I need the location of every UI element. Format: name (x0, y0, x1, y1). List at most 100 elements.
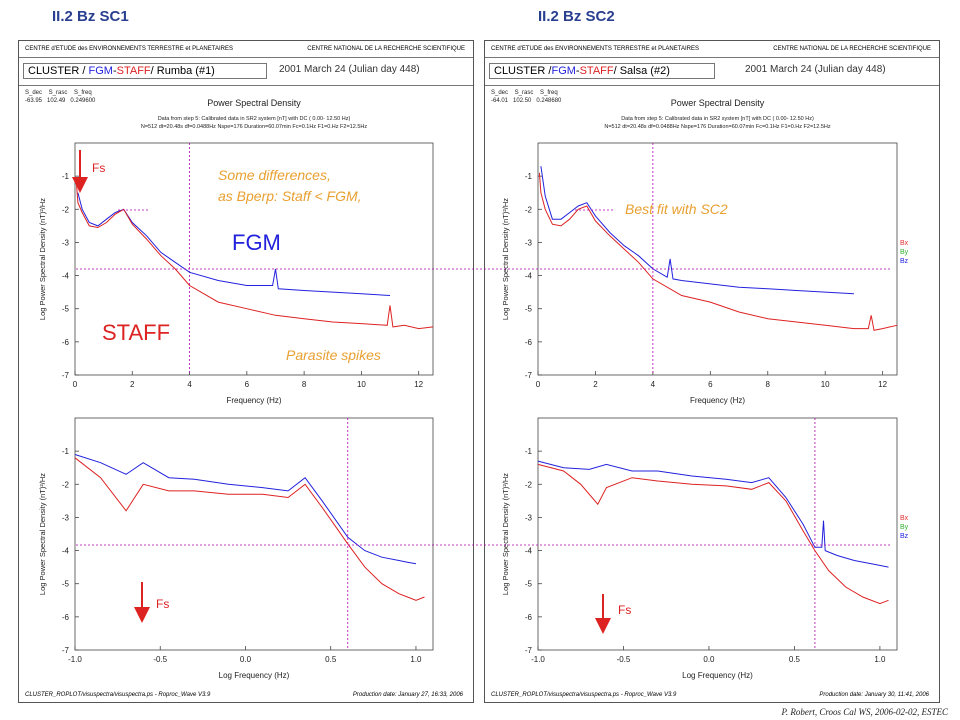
y-tick-label: -3 (525, 513, 533, 522)
y-tick-label: -7 (525, 371, 533, 380)
y-tick-label: -7 (525, 646, 533, 655)
plot-frame (537, 417, 898, 651)
psd-plot-3: Power Spectral Density Data from step 5: … (501, 98, 909, 405)
x-tick-label: 1.0 (874, 655, 886, 664)
mission-suffix: / Rumba (#1) (150, 65, 215, 77)
fs-annotation-sc1-bottom: Fs (156, 597, 169, 611)
x-axis-label: Frequency (Hz) (226, 396, 281, 405)
header-right: CENTRE NATIONAL DE LA RECHERCHE SCIENTIF… (773, 46, 931, 52)
x-tick-label: -1.0 (531, 655, 545, 664)
y-tick-label: -5 (525, 305, 533, 314)
x-tick-label: 0 (73, 380, 78, 389)
series-line-fgm (540, 166, 854, 295)
fs-annotation-sc1-top: Fs (92, 161, 105, 175)
mission-suffix: / Salsa (#2) (613, 65, 670, 77)
panel-header: CENTRE d'ETUDE des ENVIRONNEMENTS TERRES… (485, 41, 939, 58)
series-line-staff (75, 182, 434, 330)
psd-plot-2: -7 -6 -5 -4 -3 -2 -1 -1.0 -0.5 0.0 0.5 1.0 Log Frequ… (38, 417, 434, 680)
x-tick-label: 1.0 (410, 655, 422, 664)
x-tick-label: 4 (187, 380, 192, 389)
x-axis-label: Log Frequency (Hz) (219, 671, 290, 680)
series-line-staff (74, 457, 425, 601)
y-tick-label: -5 (62, 580, 70, 589)
x-axis-label: Log Frequency (Hz) (682, 671, 753, 680)
x-tick-label: -1.0 (68, 655, 82, 664)
x-tick-label: 2 (593, 380, 598, 389)
y-tick-label: -3 (525, 238, 533, 247)
y-tick-label: -3 (62, 513, 70, 522)
x-tick-label: 0 (536, 380, 541, 389)
y-tick-label: -1 (62, 172, 70, 181)
footer-right: Production date: January 30, 11:41, 2006 (819, 692, 929, 698)
y-tick-label: -6 (525, 613, 533, 622)
plot-info-line-2: N=512 dt=20.48s df=0.0488Hz Nspe=176 Dur… (604, 124, 831, 130)
legend-item-bz: Bz (900, 258, 909, 265)
panel-header: CENTRE d'ETUDE des ENVIRONNEMENTS TERRES… (19, 41, 473, 58)
y-tick-label: -7 (62, 371, 70, 380)
y-tick-label: -2 (62, 205, 70, 214)
x-tick-label: 2 (130, 380, 135, 389)
mission-dash: - (575, 65, 580, 77)
legend-item-by: By (900, 249, 909, 256)
y-axis-label: Log Power Spectral Density (nT)²/Hz (501, 473, 510, 595)
mission-fgm: FGM (551, 65, 576, 77)
some-differences-label: Some differences, (218, 167, 331, 183)
plot-title: Power Spectral Density (207, 98, 301, 108)
x-tick-label: 6 (245, 380, 250, 389)
y-tick-label: -2 (525, 480, 533, 489)
y-tick-label: -4 (525, 547, 533, 556)
footer-right: Production date: January 27, 16:33, 2006 (352, 692, 463, 698)
y-tick-label: -7 (62, 646, 70, 655)
x-tick-label: 10 (357, 380, 366, 389)
mission-staff: STAFF (579, 65, 614, 77)
mission-fgm: FGM (88, 65, 113, 77)
x-tick-label: -0.5 (153, 655, 167, 664)
y-tick-label: -1 (525, 447, 533, 456)
y-tick-label: -1 (525, 172, 533, 181)
fgm-big-label: FGM (232, 230, 281, 255)
footer-left: CLUSTER_ROPLOT/visuspectra/visuspectra.p… (25, 692, 211, 698)
legend-item-bx: Bx (900, 515, 909, 522)
parasite-spikes-label: Parasite spikes (286, 347, 381, 363)
x-tick-label: 8 (302, 380, 307, 389)
header-left: CENTRE d'ETUDE des ENVIRONNEMENTS TERRES… (491, 46, 699, 52)
legend-item-by: By (900, 524, 909, 531)
y-tick-label: -5 (62, 305, 70, 314)
best-fit-label: Best fit with SC2 (625, 201, 728, 217)
x-tick-label: 4 (651, 380, 656, 389)
plot-info-line-1: Data from step 5: Calibrated data in SR2… (158, 116, 351, 122)
date-label: 2001 March 24 (Julian day 448) (745, 64, 886, 75)
x-tick-label: 0.5 (789, 655, 801, 664)
mission-dash: - (112, 65, 117, 77)
y-tick-label: -4 (62, 272, 70, 281)
footer-left: CLUSTER_ROPLOT/visuspectra/visuspectra.p… (491, 692, 677, 698)
plot-frame (74, 417, 434, 651)
plot-info-line-2: N=512 dt=20.48s df=0.0488Hz Nspe=176 Dur… (141, 124, 368, 130)
x-tick-label: 12 (414, 380, 423, 389)
staff-big-label: STAFF (102, 320, 170, 345)
mission-prefix: CLUSTER / (28, 65, 89, 77)
y-tick-label: -2 (62, 480, 70, 489)
y-axis-label: Log Power Spectral Density (nT)²/Hz (38, 198, 47, 320)
x-tick-label: 10 (821, 380, 830, 389)
params-block: S_dec S_rasc S_freq -64.01 102.50 0.2486… (491, 89, 561, 105)
x-tick-label: 0.0 (240, 655, 252, 664)
plot-title: Power Spectral Density (671, 98, 765, 108)
plot-frame (537, 142, 898, 376)
x-tick-label: 12 (878, 380, 887, 389)
report-panel-sc1: CENTRE d'ETUDE des ENVIRONNEMENTS TERRES… (18, 40, 474, 703)
plot-info-line-1: Data from step 5: Calibrated data in SR2… (621, 116, 814, 122)
slide-title-right: II.2 Bz SC2 (538, 8, 615, 25)
y-tick-label: -6 (62, 613, 70, 622)
series-line-staff (538, 172, 898, 331)
x-tick-label: 0.5 (325, 655, 337, 664)
series-line-staff (537, 463, 889, 605)
param-labels: S_dec S_rasc S_freq (25, 90, 92, 96)
y-tick-label: -4 (62, 547, 70, 556)
credit-line: P. Robert, Croos Cal WS, 2006-02-02, EST… (781, 707, 948, 717)
params-block: S_dec S_rasc S_freq -63.95 102.49 0.2496… (25, 89, 95, 105)
y-tick-label: -1 (62, 447, 70, 456)
mission-staff: STAFF (116, 65, 151, 77)
param-values: -63.95 102.49 0.249600 (25, 98, 96, 104)
